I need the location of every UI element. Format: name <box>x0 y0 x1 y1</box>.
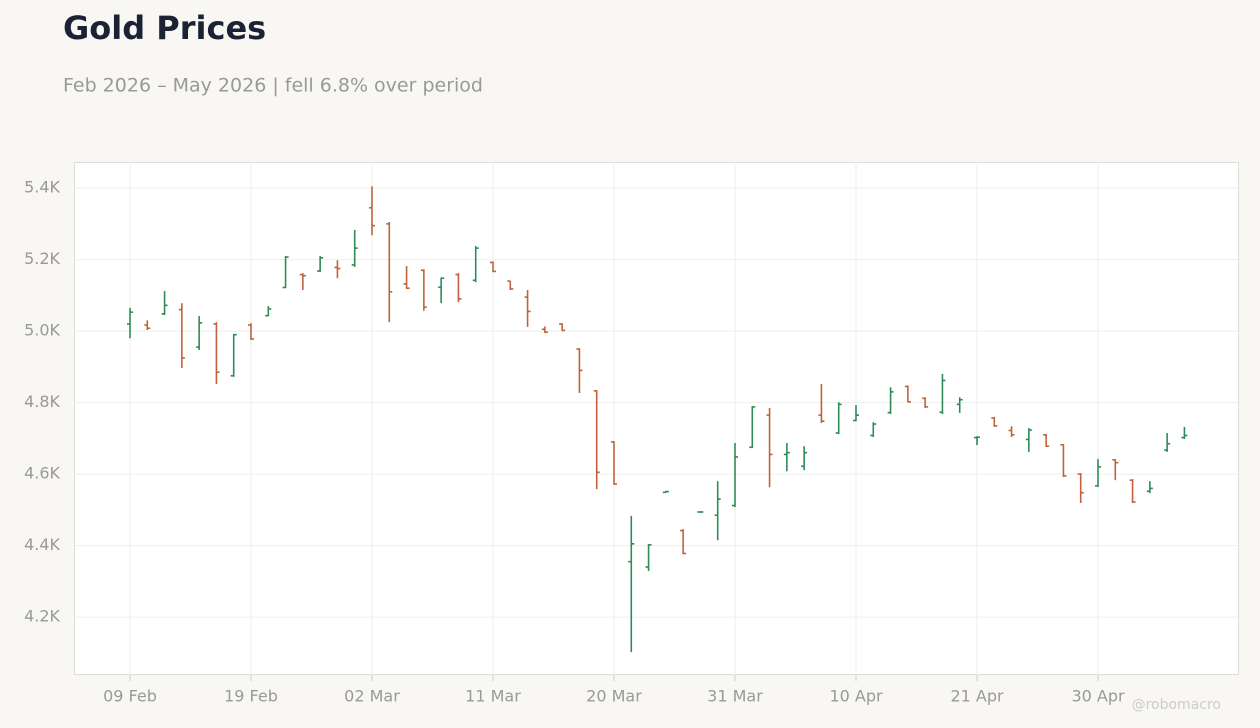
y-tick-label: 4.6K <box>24 464 60 483</box>
x-tick-label: 10 Apr <box>829 687 883 706</box>
chart-subtitle: Feb 2026 – May 2026 | fell 6.8% over per… <box>63 75 483 97</box>
x-tick-label: 19 Feb <box>224 687 278 706</box>
x-tick-label: 02 Mar <box>344 687 400 706</box>
x-tick-label: 20 Mar <box>586 687 642 706</box>
chart-title: Gold Prices <box>63 9 266 47</box>
y-tick-label: 5.2K <box>24 249 60 268</box>
y-tick-label: 5.4K <box>24 178 60 197</box>
x-tick-label: 30 Apr <box>1071 687 1125 706</box>
plot-area <box>74 162 1239 675</box>
y-tick-label: 4.8K <box>24 392 60 411</box>
watermark: @robomacro <box>1132 697 1221 713</box>
x-tick-label: 21 Apr <box>950 687 1004 706</box>
y-tick-label: 4.2K <box>24 607 60 626</box>
x-tick-label: 31 Mar <box>707 687 763 706</box>
y-tick-label: 5.0K <box>24 321 60 340</box>
y-tick-label: 4.4K <box>24 535 60 554</box>
x-tick-label: 09 Feb <box>103 687 157 706</box>
x-tick-label: 11 Mar <box>465 687 521 706</box>
